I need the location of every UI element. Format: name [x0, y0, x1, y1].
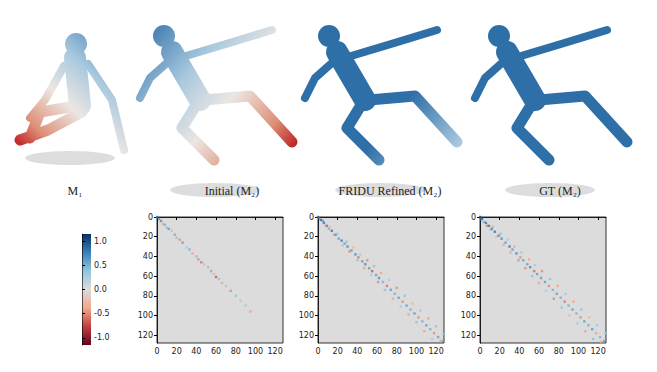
svg-text:20: 20 [495, 347, 505, 356]
svg-text:100: 100 [248, 347, 263, 356]
svg-text:120: 120 [428, 347, 443, 356]
svg-text:1.0: 1.0 [94, 237, 107, 246]
svg-text:20: 20 [333, 347, 343, 356]
svg-text:100: 100 [409, 347, 424, 356]
svg-text:60: 60 [143, 272, 153, 281]
svg-text:M₁: M₁ [68, 184, 83, 198]
svg-text:0: 0 [148, 213, 153, 222]
svg-text:0: 0 [309, 213, 314, 222]
svg-text:80: 80 [143, 291, 153, 300]
svg-text:120: 120 [138, 331, 153, 340]
svg-text:40: 40 [514, 347, 524, 356]
svg-text:120: 120 [299, 331, 314, 340]
svg-text:80: 80 [304, 291, 314, 300]
svg-text:100: 100 [299, 311, 314, 320]
svg-text:80: 80 [554, 347, 564, 356]
svg-text:Initial (M₂): Initial (M₂) [205, 184, 260, 198]
svg-text:20: 20 [466, 232, 476, 241]
svg-text:20: 20 [304, 232, 314, 241]
svg-text:40: 40 [143, 252, 153, 261]
svg-text:20: 20 [172, 347, 182, 356]
svg-text:FRIDU Refined (M₂): FRIDU Refined (M₂) [339, 184, 442, 198]
svg-text:100: 100 [571, 347, 586, 356]
svg-text:40: 40 [466, 252, 476, 261]
svg-text:60: 60 [466, 272, 476, 281]
svg-text:40: 40 [304, 252, 314, 261]
svg-text:20: 20 [143, 232, 153, 241]
svg-text:80: 80 [392, 347, 402, 356]
svg-text:80: 80 [466, 291, 476, 300]
svg-text:80: 80 [231, 347, 241, 356]
svg-text:100: 100 [461, 311, 476, 320]
svg-text:60: 60 [534, 347, 544, 356]
svg-text:60: 60 [304, 272, 314, 281]
svg-text:120: 120 [267, 347, 282, 356]
svg-text:0: 0 [315, 347, 320, 356]
svg-text:-0.5: -0.5 [94, 309, 110, 318]
svg-text:GT (M₂): GT (M₂) [539, 184, 581, 198]
svg-text:120: 120 [461, 331, 476, 340]
svg-text:0: 0 [477, 347, 482, 356]
svg-text:0: 0 [154, 347, 159, 356]
svg-text:60: 60 [372, 347, 382, 356]
svg-text:120: 120 [590, 347, 605, 356]
svg-text:0.0: 0.0 [94, 285, 107, 294]
svg-text:40: 40 [191, 347, 201, 356]
svg-text:0.5: 0.5 [94, 261, 107, 270]
svg-text:0: 0 [471, 213, 476, 222]
svg-text:100: 100 [138, 311, 153, 320]
svg-text:40: 40 [352, 347, 362, 356]
svg-text:-1.0: -1.0 [94, 333, 110, 342]
svg-text:60: 60 [211, 347, 221, 356]
